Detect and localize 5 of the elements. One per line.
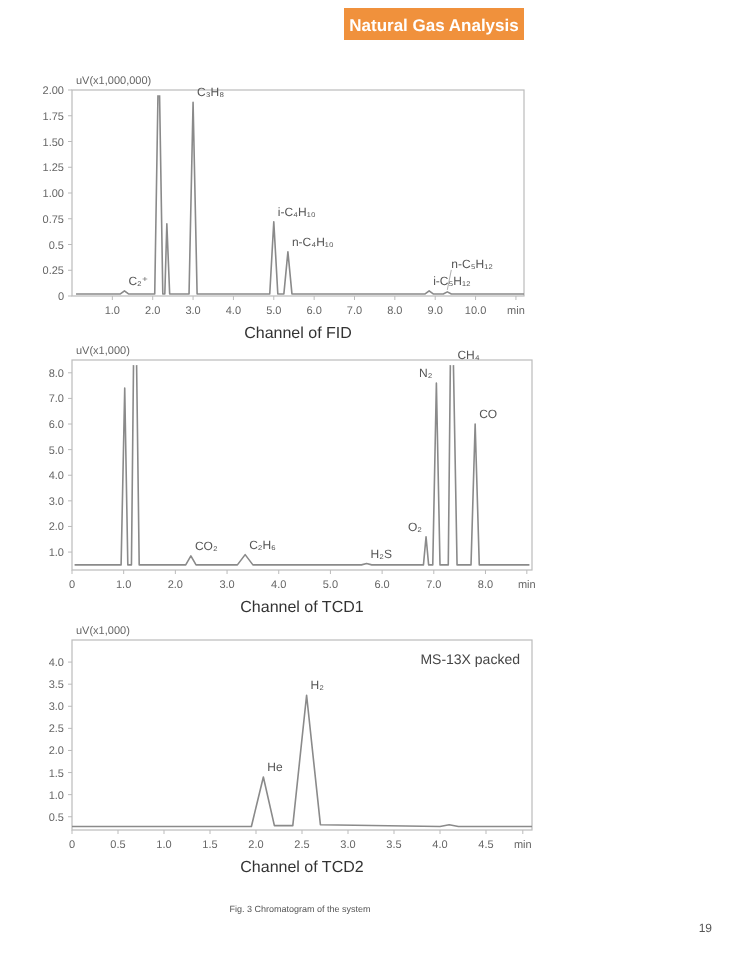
x-axis-title: Channel of FID: [244, 324, 353, 342]
x-axis-title: Channel of TCD2: [240, 858, 365, 876]
x-axis-title: Channel of TCD1: [240, 598, 365, 616]
chart-title: Natural Gas Analysis: [349, 15, 520, 35]
line-series: [71, 694, 533, 828]
